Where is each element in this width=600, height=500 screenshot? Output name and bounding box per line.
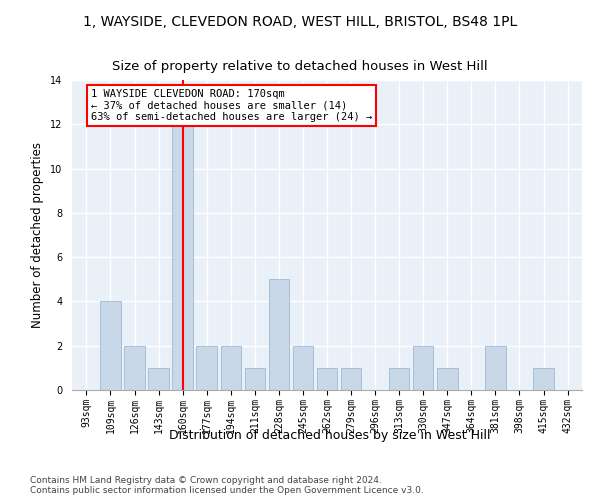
Bar [100,302,121,390]
Bar [317,368,337,390]
Bar [245,368,265,390]
Bar [148,368,169,390]
Bar [221,346,241,390]
Y-axis label: Number of detached properties: Number of detached properties [31,142,44,328]
Bar [269,280,289,390]
Text: Distribution of detached houses by size in West Hill: Distribution of detached houses by size … [169,428,491,442]
Bar [172,124,193,390]
Bar [196,346,217,390]
Bar [413,346,433,390]
Text: 1 WAYSIDE CLEVEDON ROAD: 170sqm
← 37% of detached houses are smaller (14)
63% of: 1 WAYSIDE CLEVEDON ROAD: 170sqm ← 37% of… [91,89,372,122]
Text: Contains HM Land Registry data © Crown copyright and database right 2024.
Contai: Contains HM Land Registry data © Crown c… [30,476,424,495]
Bar [533,368,554,390]
Bar [389,368,409,390]
Bar [341,368,361,390]
Bar [485,346,506,390]
Text: 1, WAYSIDE, CLEVEDON ROAD, WEST HILL, BRISTOL, BS48 1PL: 1, WAYSIDE, CLEVEDON ROAD, WEST HILL, BR… [83,15,517,29]
Bar [124,346,145,390]
Bar [293,346,313,390]
Bar [437,368,458,390]
Text: Size of property relative to detached houses in West Hill: Size of property relative to detached ho… [112,60,488,73]
